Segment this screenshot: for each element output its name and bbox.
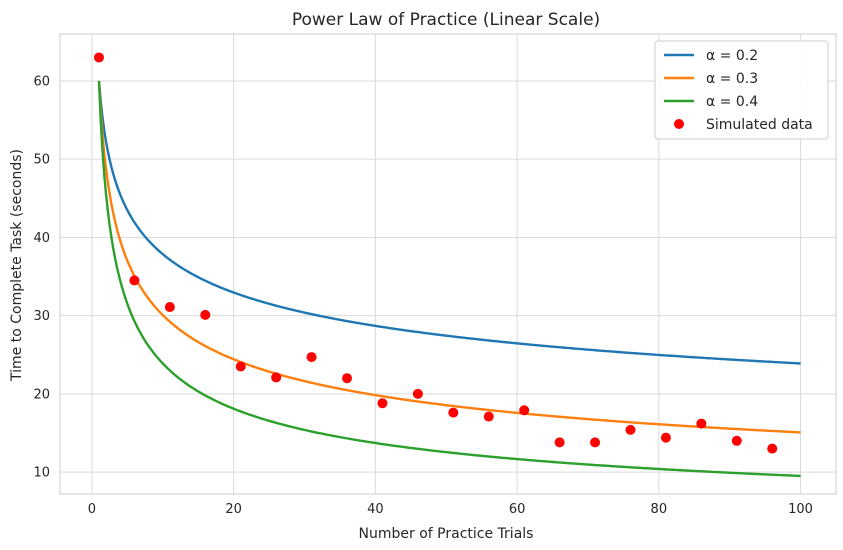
legend-label-2: α = 0.3 [706, 71, 758, 87]
scatter-point [129, 275, 140, 286]
chart-title: Power Law of Practice (Linear Scale) [292, 10, 600, 30]
y-tick-label: 50 [33, 153, 50, 168]
plot-area [93, 52, 801, 478]
y-tick-label: 30 [33, 309, 50, 324]
x-tick-label: 20 [225, 502, 242, 517]
legend-label-1: α = 0.2 [706, 48, 758, 64]
x-tick-label: 40 [367, 502, 384, 517]
y-tick-label: 40 [33, 231, 50, 246]
legend-swatch-scatter [674, 119, 684, 129]
scatter-point [483, 411, 494, 422]
scatter-point [271, 372, 282, 383]
scatter-point [164, 302, 175, 313]
x-axis-label: Number of Practice Trials [359, 526, 534, 542]
x-tick-label: 100 [788, 502, 813, 517]
scatter-point [448, 407, 459, 418]
scatter-point [412, 388, 423, 399]
scatter-point [93, 52, 104, 63]
scatter-point [554, 437, 565, 448]
scatter-point [306, 352, 317, 363]
scatter-point [767, 443, 778, 454]
legend-label-scatter: Simulated data [706, 117, 813, 133]
scatter-point [519, 405, 530, 416]
scatter-point [590, 437, 601, 448]
x-tick-label: 80 [651, 502, 668, 517]
scatter-point [660, 432, 671, 443]
x-tick-label: 60 [509, 502, 526, 517]
series-line-1 [97, 80, 801, 365]
scatter-point [200, 309, 211, 320]
scatter-point [696, 418, 707, 429]
y-axis-label: Time to Complete Task (seconds) [9, 149, 25, 382]
tick-labels: 0 20 40 60 80 100 10 20 30 40 50 60 [33, 74, 813, 517]
legend-label-3: α = 0.4 [706, 94, 758, 110]
legend-box [654, 40, 829, 140]
scatter-point [625, 424, 636, 435]
series-line-3 [97, 80, 801, 478]
scatter-point [235, 361, 246, 372]
legend: α = 0.2 α = 0.3 α = 0.4 Simulated data [654, 40, 829, 140]
x-tick-label: 0 [88, 502, 96, 517]
series-line-2 [97, 80, 801, 434]
scatter-point [342, 373, 353, 384]
y-tick-label: 60 [33, 74, 50, 89]
y-tick-label: 10 [33, 466, 50, 481]
scatter-point [731, 435, 742, 446]
y-tick-label: 20 [33, 387, 50, 402]
scatter-point [377, 398, 388, 409]
